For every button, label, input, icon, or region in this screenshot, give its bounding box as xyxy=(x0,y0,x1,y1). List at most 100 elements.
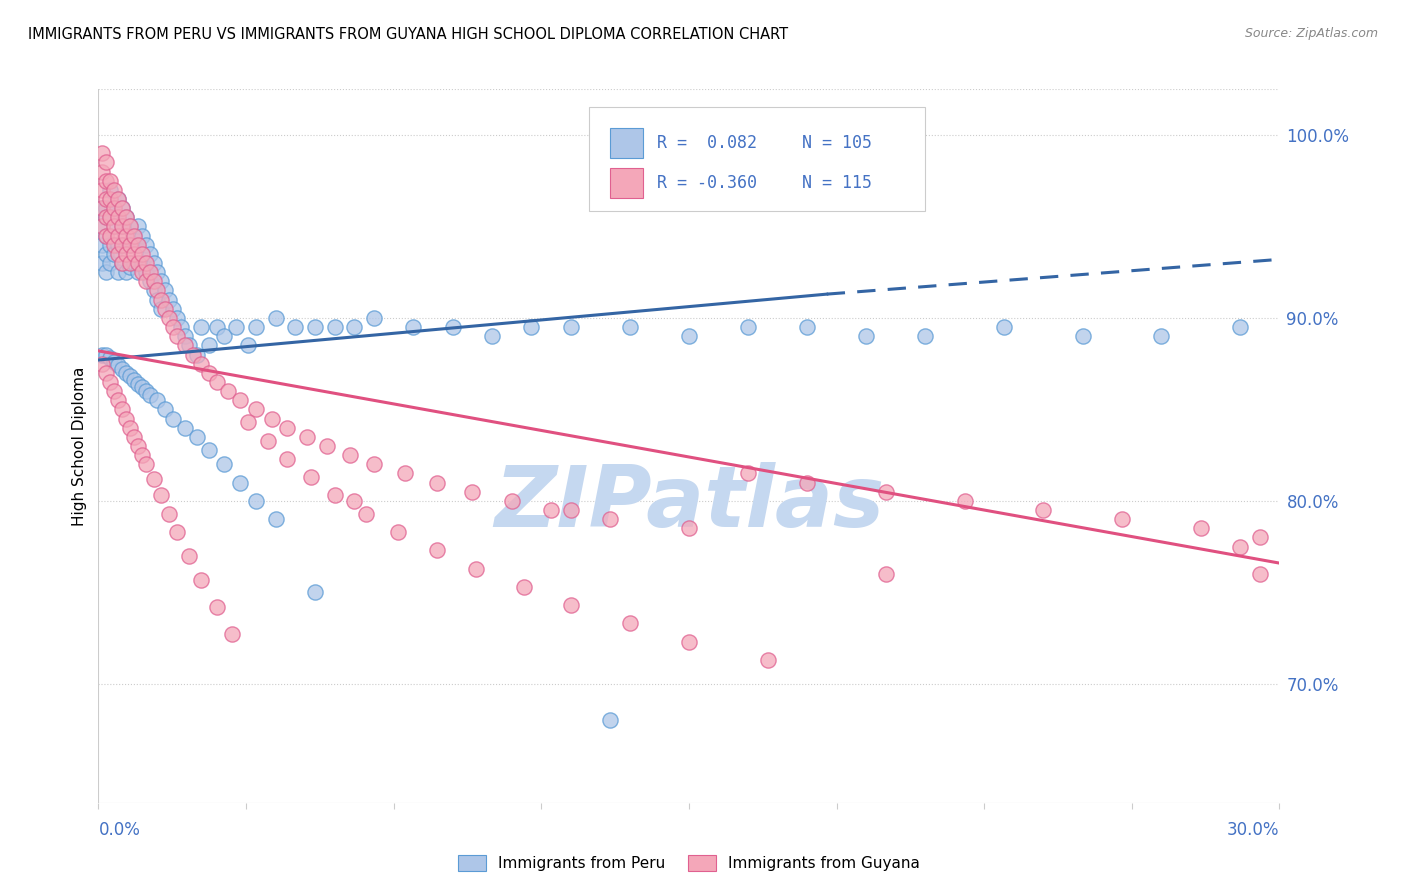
Point xyxy=(96,155,118,169)
Point xyxy=(138,265,160,279)
Point xyxy=(1032,503,1054,517)
Point xyxy=(91,183,114,197)
Point xyxy=(166,310,188,325)
Point xyxy=(387,524,409,539)
Point xyxy=(91,237,114,252)
Point xyxy=(796,475,818,490)
Point xyxy=(190,320,212,334)
Point xyxy=(118,256,141,270)
Point xyxy=(520,320,543,334)
Point xyxy=(1150,329,1173,343)
Point xyxy=(91,164,114,178)
Point xyxy=(304,320,326,334)
Point xyxy=(96,174,118,188)
Point xyxy=(1189,521,1212,535)
Point xyxy=(96,211,118,225)
Point xyxy=(284,320,307,334)
Point xyxy=(138,274,160,288)
Point xyxy=(354,507,377,521)
Point xyxy=(111,256,134,270)
Point xyxy=(107,211,129,225)
Point xyxy=(122,256,145,270)
Point xyxy=(540,503,562,517)
Point xyxy=(122,430,145,444)
FancyBboxPatch shape xyxy=(610,168,643,198)
Point xyxy=(127,256,149,270)
Point xyxy=(245,494,267,508)
Point xyxy=(1249,531,1271,545)
Point xyxy=(236,338,259,352)
Point xyxy=(343,494,366,508)
Point xyxy=(205,600,228,615)
Point xyxy=(260,411,283,425)
Point xyxy=(157,293,180,307)
Text: R = -0.360: R = -0.360 xyxy=(657,174,756,192)
Point xyxy=(91,256,114,270)
Point xyxy=(118,219,141,234)
Point xyxy=(135,458,157,472)
Point xyxy=(394,467,416,481)
Point xyxy=(855,329,877,343)
Point xyxy=(131,265,153,279)
Point xyxy=(150,274,173,288)
Point xyxy=(221,627,243,641)
Point xyxy=(107,393,129,408)
Point xyxy=(402,320,425,334)
Point xyxy=(245,402,267,417)
Point xyxy=(363,458,385,472)
Text: N = 105: N = 105 xyxy=(803,135,872,153)
Point xyxy=(875,484,897,499)
Point xyxy=(103,219,125,234)
Point xyxy=(953,494,976,508)
Point xyxy=(150,301,173,316)
Point xyxy=(98,174,121,188)
Point xyxy=(111,201,134,215)
Point xyxy=(107,247,129,261)
Point xyxy=(256,434,278,448)
Point xyxy=(756,653,779,667)
Point xyxy=(197,442,219,457)
Point xyxy=(155,284,177,298)
Point xyxy=(619,320,641,334)
Point xyxy=(190,573,212,587)
Point xyxy=(98,192,121,206)
Point xyxy=(118,260,141,274)
Point xyxy=(501,494,523,508)
Point xyxy=(481,329,503,343)
Point xyxy=(103,219,125,234)
Point xyxy=(875,567,897,582)
Point xyxy=(103,355,125,369)
Point xyxy=(111,402,134,417)
Point xyxy=(107,228,129,243)
Text: N = 115: N = 115 xyxy=(803,174,872,192)
Point xyxy=(127,237,149,252)
Point xyxy=(678,521,700,535)
Point xyxy=(111,237,134,252)
Point xyxy=(111,201,134,215)
Point xyxy=(96,366,118,380)
Point xyxy=(135,256,157,270)
Point xyxy=(142,472,165,486)
Point xyxy=(107,265,129,279)
Point xyxy=(177,549,200,563)
Point xyxy=(96,192,118,206)
Point xyxy=(678,634,700,648)
Point xyxy=(96,228,118,243)
Text: Source: ZipAtlas.com: Source: ZipAtlas.com xyxy=(1244,27,1378,40)
Point xyxy=(441,320,464,334)
Point xyxy=(111,256,134,270)
Point xyxy=(155,301,177,316)
Point xyxy=(96,211,118,225)
Point xyxy=(103,237,125,252)
Point xyxy=(619,616,641,631)
Point xyxy=(115,366,138,380)
Point xyxy=(461,484,484,499)
Point xyxy=(107,192,129,206)
Point xyxy=(115,265,138,279)
Point xyxy=(1229,540,1251,554)
Point xyxy=(127,439,149,453)
Point xyxy=(115,228,138,243)
Point xyxy=(107,192,129,206)
Text: 30.0%: 30.0% xyxy=(1227,822,1279,839)
Y-axis label: High School Diploma: High School Diploma xyxy=(72,367,87,525)
